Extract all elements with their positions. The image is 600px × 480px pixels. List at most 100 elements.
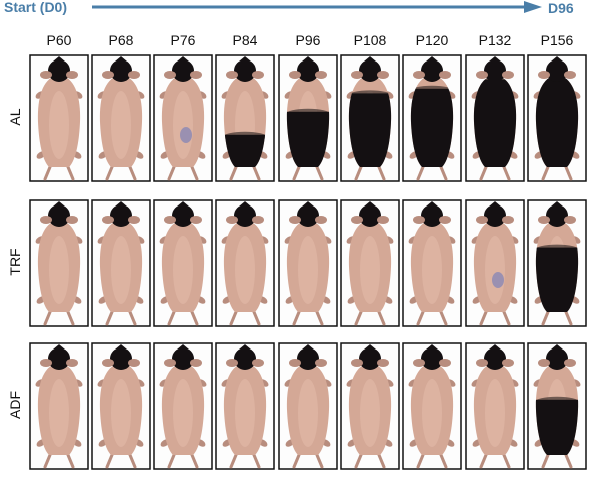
mouse-snout xyxy=(239,201,251,206)
hind-feet xyxy=(541,165,573,181)
right-ear xyxy=(377,71,389,79)
hind-feet xyxy=(43,165,75,181)
mouse-head xyxy=(546,205,568,227)
mouse-panel-al-p68 xyxy=(91,54,151,182)
mouse-panel-al-p156 xyxy=(527,54,587,182)
left-ear xyxy=(164,359,176,367)
body-highlight xyxy=(173,91,193,159)
mouse-snout xyxy=(364,56,376,61)
mouse-head xyxy=(48,205,70,227)
dark-fur-patch xyxy=(473,79,517,167)
timeline-start-label: Start (D0) xyxy=(4,0,68,15)
left-ear xyxy=(538,359,550,367)
mouse-panel-trf-p76 xyxy=(153,199,213,327)
left-ear xyxy=(351,359,363,367)
mouse-panel-al-p96 xyxy=(278,54,338,182)
dark-fur-patch xyxy=(348,93,392,167)
mouse-snout xyxy=(364,201,376,206)
body-highlight xyxy=(173,236,193,304)
mouse-panel-adf-p120 xyxy=(402,342,462,470)
fur-edge xyxy=(286,108,330,119)
hind-feet xyxy=(292,453,324,469)
hind-feet xyxy=(416,310,448,326)
body-highlight xyxy=(360,379,380,447)
mouse-head xyxy=(359,348,381,370)
left-ear xyxy=(538,216,550,224)
body-highlight xyxy=(111,379,131,447)
mouse-panel-al-p76 xyxy=(153,54,213,182)
mouse-snout xyxy=(239,344,251,349)
mouse-head xyxy=(110,348,132,370)
body-highlight xyxy=(49,91,69,159)
mouse-panel-adf-p156 xyxy=(527,342,587,470)
left-ear xyxy=(289,71,301,79)
timeline-end-label: D96 xyxy=(548,0,574,16)
left-ear xyxy=(102,216,114,224)
mouse-panel-trf-p84 xyxy=(215,199,275,327)
fur-edge xyxy=(535,244,579,255)
mouse-snout xyxy=(489,201,501,206)
mouse-head xyxy=(297,205,319,227)
hind-feet xyxy=(229,453,261,469)
mouse-head xyxy=(48,348,70,370)
dark-fur-patch xyxy=(535,247,579,312)
left-ear xyxy=(289,216,301,224)
mouse-snout xyxy=(302,344,314,349)
right-ear xyxy=(564,71,576,79)
right-ear xyxy=(66,216,78,224)
body-highlight xyxy=(111,236,131,304)
hind-feet xyxy=(229,310,261,326)
mouse-head xyxy=(110,60,132,82)
timeline-arrow xyxy=(92,1,542,13)
hind-feet xyxy=(229,165,261,181)
mouse-head xyxy=(234,205,256,227)
mouse-snout xyxy=(53,56,65,61)
dark-fur-patch xyxy=(286,111,330,167)
hind-feet xyxy=(105,165,137,181)
mouse-head xyxy=(546,348,568,370)
hind-feet xyxy=(43,453,75,469)
body-highlight xyxy=(485,236,505,304)
mouse-snout xyxy=(364,344,376,349)
body-highlight xyxy=(298,379,318,447)
mouse-panel-adf-p108 xyxy=(340,342,400,470)
right-ear xyxy=(252,359,264,367)
right-ear xyxy=(377,216,389,224)
right-ear xyxy=(439,216,451,224)
mouse-head xyxy=(234,348,256,370)
hind-feet xyxy=(354,165,386,181)
fur-edge xyxy=(410,85,454,96)
column-label-p96: P96 xyxy=(295,32,321,48)
left-ear xyxy=(164,216,176,224)
left-ear xyxy=(40,71,52,79)
left-ear xyxy=(538,71,550,79)
column-label-p156: P156 xyxy=(540,32,574,48)
mouse-snout xyxy=(53,201,65,206)
mouse-panel-al-p60 xyxy=(29,54,89,182)
mouse-panel-adf-p60 xyxy=(29,342,89,470)
mouse-panel-trf-p68 xyxy=(91,199,151,327)
mouse-snout xyxy=(302,201,314,206)
left-ear xyxy=(40,216,52,224)
mouse-snout xyxy=(177,201,189,206)
hind-feet xyxy=(479,310,511,326)
left-ear xyxy=(351,71,363,79)
mouse-head xyxy=(359,60,381,82)
mouse-head xyxy=(48,60,70,82)
left-ear xyxy=(226,216,238,224)
body-highlight xyxy=(235,379,255,447)
right-ear xyxy=(66,71,78,79)
right-ear xyxy=(502,71,514,79)
body-highlight xyxy=(485,379,505,447)
mouse-head xyxy=(421,205,443,227)
right-ear xyxy=(252,216,264,224)
right-ear xyxy=(564,216,576,224)
body-highlight xyxy=(49,379,69,447)
left-ear xyxy=(413,216,425,224)
mouse-head xyxy=(421,60,443,82)
mouse-head xyxy=(484,205,506,227)
column-label-p68: P68 xyxy=(108,32,134,48)
right-ear xyxy=(439,71,451,79)
